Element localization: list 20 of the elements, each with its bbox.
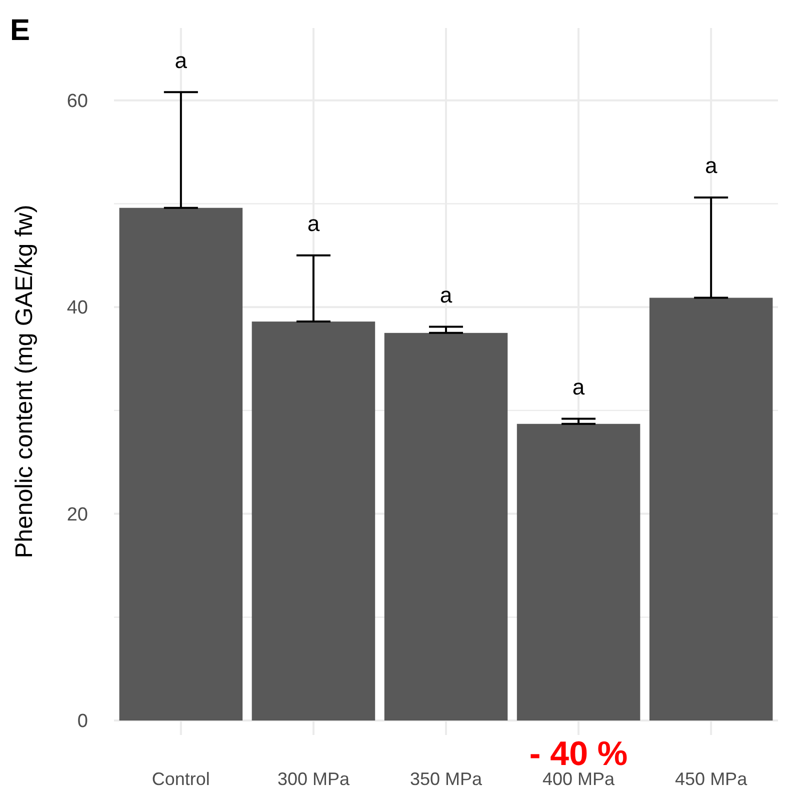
x-tick-label: 450 MPa	[675, 769, 748, 789]
annotation: a	[440, 282, 453, 308]
y-axis-title: Phenolic content (mg GAE/kg fw)	[11, 204, 38, 558]
y-tick-label: 40	[66, 298, 88, 319]
y-tick-label: 0	[77, 711, 88, 732]
bar	[516, 424, 640, 721]
annotation: a	[174, 48, 188, 73]
x-tick-label: 350 MPa	[410, 769, 484, 789]
bar	[649, 298, 773, 721]
x-tick-label: 300 MPa	[277, 769, 350, 789]
x-tick-label: Control	[152, 769, 210, 789]
chart-title: E	[10, 14, 30, 47]
annotation: a	[307, 211, 320, 236]
y-tick-label: 60	[66, 91, 88, 112]
bar	[384, 332, 508, 721]
y-tick-label: 20	[66, 504, 88, 526]
annotation: a	[572, 374, 586, 400]
annotation: a	[704, 153, 718, 178]
bar	[252, 322, 376, 721]
bar	[119, 208, 243, 721]
